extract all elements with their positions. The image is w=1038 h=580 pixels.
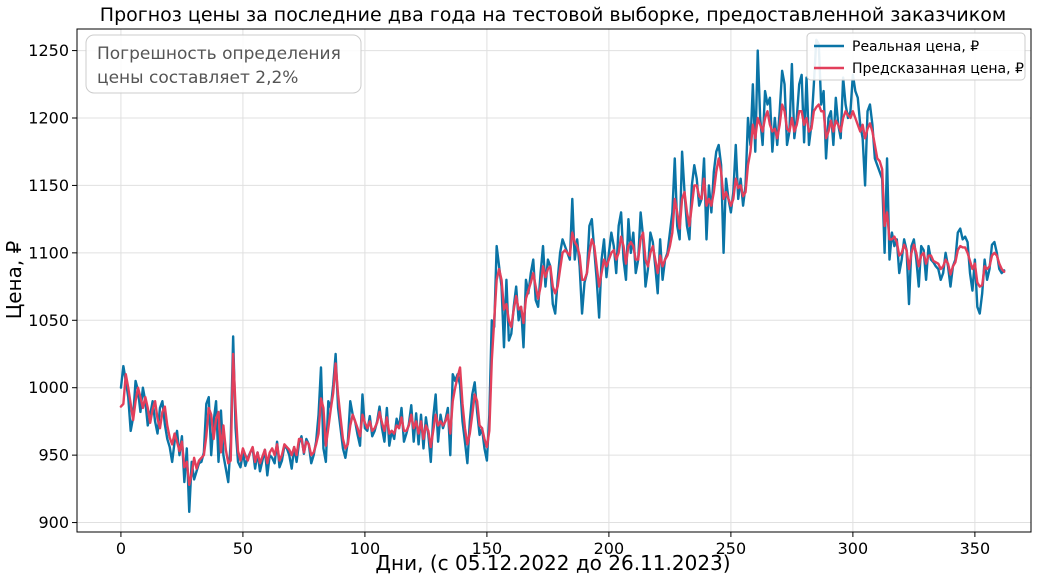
note-line-2: цены составляет 2,2% [97, 68, 298, 88]
x-axis-label: Дни, (с 05.12.2022 до 26.11.2023) [375, 551, 730, 575]
y-tick-label: 950 [38, 446, 69, 465]
x-tick-label: 250 [716, 539, 747, 558]
legend-label-predicted-price: Предсказанная цена, ₽ [852, 61, 1024, 77]
y-tick-label: 1050 [28, 311, 69, 330]
note-box: Погрешность определения цены составляет … [85, 34, 362, 94]
legend-label-real-price: Реальная цена, ₽ [852, 39, 979, 55]
x-tick-label: 350 [960, 539, 991, 558]
y-tick-label: 1150 [28, 176, 69, 195]
legend: Реальная цена, ₽ Предсказанная цена, ₽ [806, 32, 1026, 81]
x-tick-label: 50 [233, 539, 253, 558]
real-price-line [119, 38, 1006, 513]
y-tick-label: 1200 [28, 109, 69, 128]
chart-title: Прогноз цены за последние два года на те… [100, 4, 1006, 26]
y-tick-label: 1000 [28, 378, 69, 397]
note-box-frame [85, 34, 362, 94]
x-tick-label: 300 [838, 539, 869, 558]
legend-frame [806, 32, 1026, 81]
y-tick-label: 1100 [28, 243, 69, 262]
y-axis-label: Цена, ₽ [2, 240, 26, 319]
x-tick-label: 200 [594, 539, 625, 558]
x-axis-ticks: 0 50 100 150 200 250 300 350 [116, 532, 990, 558]
note-line-1: Погрешность определения [97, 44, 341, 64]
plot-frame [76, 28, 1032, 533]
y-gridlines [77, 50, 1031, 524]
x-tick-label: 100 [350, 539, 381, 558]
y-tick-label: 900 [38, 513, 69, 532]
x-tick-label: 0 [116, 539, 126, 558]
series-lines [119, 38, 1006, 513]
x-tick-label: 150 [472, 539, 503, 558]
predicted-price-line [119, 103, 1006, 486]
y-axis-ticks: 900 950 1000 1050 1100 1150 1200 1250 [28, 41, 77, 532]
y-tick-label: 1250 [28, 41, 69, 60]
